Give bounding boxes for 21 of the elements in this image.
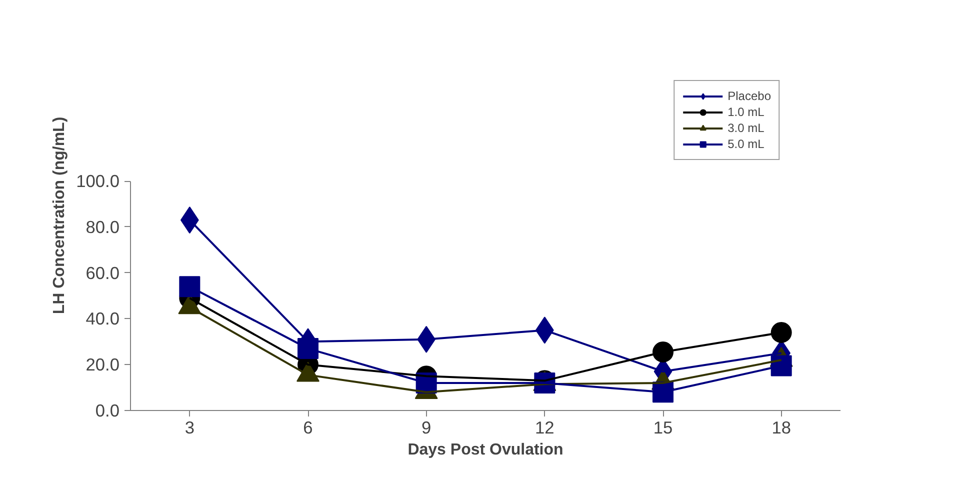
y-axis-title: LH Concentration (ng/mL): [51, 116, 68, 314]
y-tick-label: 80.0: [86, 216, 120, 237]
legend-label: 1.0 mL: [728, 105, 764, 119]
legend-label: 5.0 mL: [728, 137, 764, 151]
x-tick-label: 3: [184, 418, 194, 438]
y-tick-label: 20.0: [86, 354, 120, 375]
x-tick-label: 6: [303, 418, 313, 438]
x-tick-label: 15: [653, 418, 673, 438]
legend-label: Placebo: [728, 89, 771, 103]
x-axis-title: Days Post Ovulation: [408, 442, 564, 458]
x-tick-label: 12: [535, 418, 554, 438]
y-tick-label: 40.0: [86, 308, 120, 329]
point: [179, 276, 200, 298]
x-tick-label: 18: [772, 418, 791, 438]
legend-label: 3.0 mL: [728, 121, 764, 135]
y-tick-label: 100.0: [76, 171, 120, 192]
x-tick-label: 9: [422, 418, 432, 438]
point: [770, 355, 792, 376]
point: [770, 322, 792, 343]
y-tick-label: 0.0: [95, 400, 120, 420]
y-tick-label: 60.0: [86, 262, 120, 283]
